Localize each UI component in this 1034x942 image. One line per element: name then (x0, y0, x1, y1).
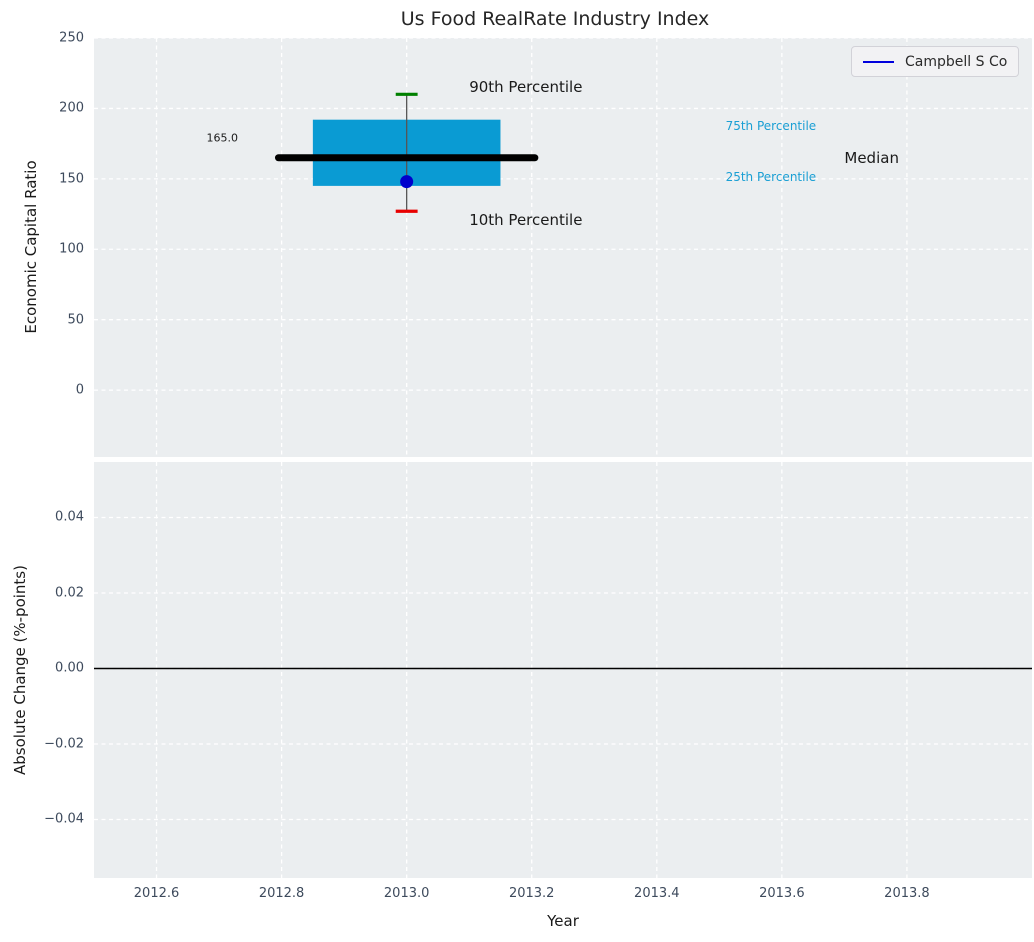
top-y-tick-label: 200 (59, 100, 84, 116)
top-y-axis-label: Economic Capital Ratio (22, 160, 40, 334)
x-tick-label: 2013.6 (759, 886, 805, 901)
x-tick-label: 2013.4 (634, 886, 680, 901)
top-y-tick-label: 50 (67, 312, 84, 328)
legend-line-sample (863, 60, 894, 63)
x-tick-label: 2012.6 (133, 886, 180, 901)
bottom-y-tick-label: 0.00 (55, 660, 84, 676)
x-axis-label: Year (547, 912, 579, 930)
chart-title: Us Food RealRate Industry Index (400, 8, 710, 30)
annotation-median: Median (844, 148, 899, 167)
top-y-tick-label: 150 (59, 171, 84, 187)
top-y-tick-label: 250 (59, 30, 84, 46)
bottom-y-tick-label: −0.04 (44, 811, 84, 827)
annotation-10th-percentile: 10th Percentile (469, 210, 583, 229)
bottom-y-tick-label: 0.02 (55, 585, 84, 601)
annotation-165-0: 165.0 (206, 131, 239, 145)
bottom-y-tick-label: −0.02 (44, 736, 84, 752)
x-tick-label: 2012.8 (258, 886, 305, 901)
annotation-25th-percentile: 25th Percentile (725, 170, 817, 185)
top-y-tick-label: 100 (59, 241, 84, 257)
x-tick-label: 2013.0 (383, 886, 430, 901)
legend: Campbell S Co (851, 46, 1020, 77)
annotation-75th-percentile: 75th Percentile (725, 119, 817, 134)
bottom-y-tick-label: 0.04 (55, 509, 84, 525)
x-tick-label: 2013.8 (884, 886, 930, 901)
top-y-tick-label: 0 (75, 382, 84, 398)
x-tick-label: 2013.2 (508, 886, 555, 901)
bottom-axes-background (94, 462, 1032, 878)
legend-label: Campbell S Co (905, 53, 1008, 70)
bottom-y-axis-label: Absolute Change (%-points) (11, 565, 29, 775)
annotation-90th-percentile: 90th Percentile (469, 78, 583, 97)
company-point (400, 175, 414, 189)
